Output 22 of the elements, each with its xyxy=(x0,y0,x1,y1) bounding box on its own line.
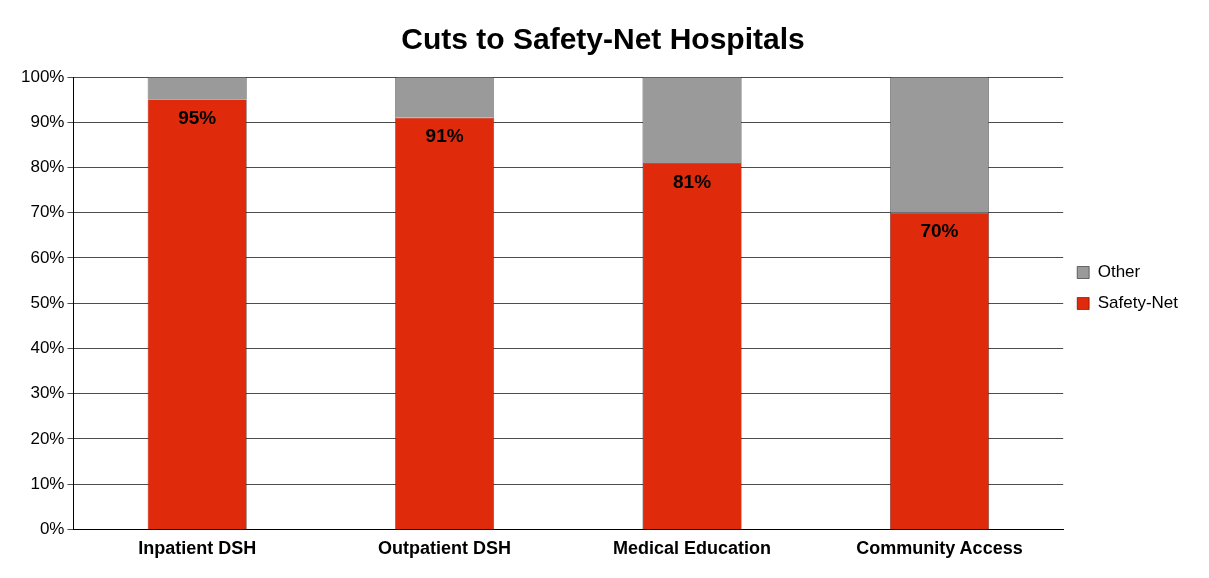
x-tick-label: Community Access xyxy=(856,538,1023,559)
data-label: 70% xyxy=(920,220,959,242)
chart-title: Cuts to Safety-Net Hospitals xyxy=(401,22,805,56)
y-tick-label: 80% xyxy=(30,157,65,177)
data-label: 81% xyxy=(673,170,712,192)
x-tick-label: Medical Education xyxy=(613,538,772,559)
y-tick-label: 40% xyxy=(30,338,65,358)
y-tick-label: 0% xyxy=(39,519,65,539)
y-tick-label: 50% xyxy=(30,292,65,312)
x-tick-label: Inpatient DSH xyxy=(138,538,257,559)
y-tick-label: 10% xyxy=(30,473,65,493)
legend-label: Other xyxy=(1097,262,1141,282)
y-tick-label: 70% xyxy=(30,202,65,222)
y-tick-label: 90% xyxy=(30,111,65,131)
y-tick-label: 20% xyxy=(30,428,65,448)
y-tick-label: 60% xyxy=(30,247,65,267)
x-tick-label: Outpatient DSH xyxy=(378,538,512,559)
data-label: 91% xyxy=(425,125,464,147)
legend-label: Safety-Net xyxy=(1097,293,1179,313)
data-label: 95% xyxy=(178,107,217,129)
y-tick-label: 30% xyxy=(30,383,65,403)
y-tick-label: 100% xyxy=(21,66,65,86)
